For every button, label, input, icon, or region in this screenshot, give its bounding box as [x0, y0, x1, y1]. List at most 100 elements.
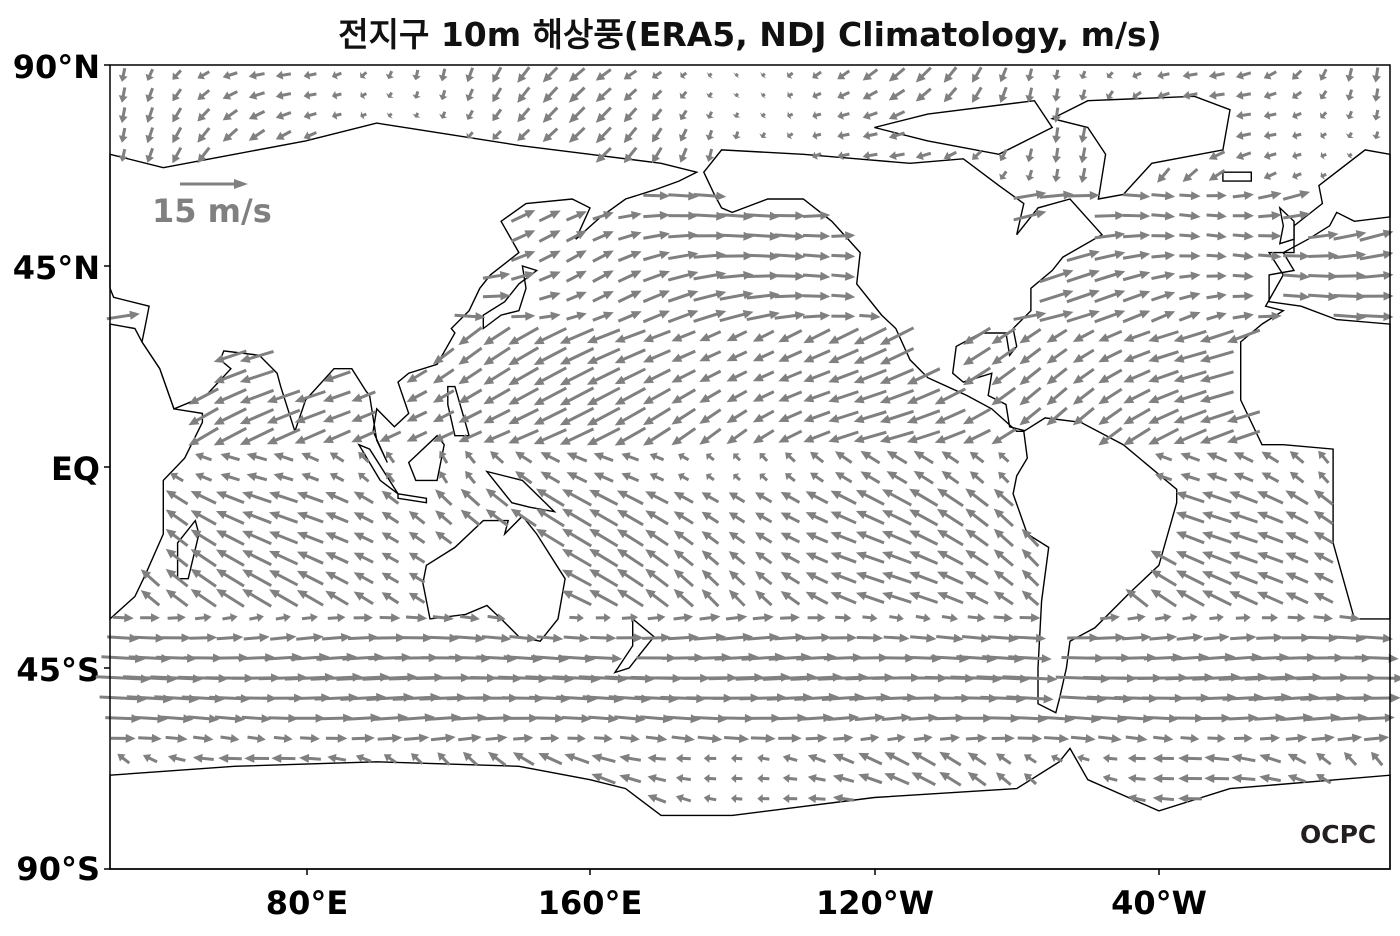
- reference-vector: 15 m/s: [152, 179, 272, 230]
- wind-vector: [1039, 269, 1074, 284]
- wind-vector: [408, 511, 426, 525]
- wind-vector: [140, 613, 160, 623]
- wind-vector: [1127, 753, 1146, 763]
- wind-vector: [589, 489, 619, 506]
- wind-vector: [731, 774, 743, 783]
- wind-vector: [706, 453, 715, 462]
- wind-vector: [1171, 652, 1209, 662]
- wind-vector: [1123, 349, 1151, 363]
- wind-vector: [1098, 368, 1123, 384]
- wind-vector: [273, 452, 294, 462]
- wind-vector: [316, 652, 357, 662]
- wind-vector: [591, 773, 616, 785]
- wind-vector: [673, 530, 694, 546]
- wind-vector: [719, 251, 754, 261]
- wind-vector: [483, 387, 511, 405]
- wind-vector: [608, 694, 652, 704]
- wind-vector: [1150, 311, 1176, 323]
- wind-vector: [616, 490, 644, 506]
- wind-vector: [435, 510, 453, 526]
- wind-vector: [492, 66, 503, 83]
- wind-vector: [498, 674, 549, 684]
- wind-vector: [213, 349, 247, 363]
- wind-vector: [379, 613, 401, 623]
- wind-vector: [1152, 794, 1175, 803]
- wind-vector: [733, 72, 740, 79]
- wind-vector: [296, 590, 324, 607]
- wind-vector: [1165, 673, 1215, 682]
- wind-vector: [853, 347, 887, 364]
- wind-vector: [1229, 531, 1258, 544]
- wind-vector: [538, 230, 561, 243]
- wind-vector: [353, 512, 374, 524]
- wind-vector: [595, 106, 612, 123]
- wind-vector: [1229, 551, 1258, 564]
- wind-vector: [595, 147, 612, 163]
- coastline-japan: [482, 264, 539, 330]
- wind-vector: [538, 271, 561, 282]
- wind-vector: [741, 652, 786, 662]
- wind-vector: [956, 654, 997, 664]
- wind-vector: [592, 311, 614, 322]
- wind-vector: [828, 369, 859, 383]
- wind-vector: [693, 211, 727, 221]
- wind-vector: [105, 714, 142, 723]
- wind-vector: [828, 390, 859, 403]
- wind-vector: [693, 309, 727, 323]
- wind-vector: [1178, 753, 1202, 763]
- wind-vector: [1305, 713, 1341, 723]
- wind-vector: [239, 408, 275, 425]
- wind-vector: [1232, 251, 1254, 261]
- wind-vector: [746, 271, 780, 281]
- coastline-greenland: [1050, 95, 1231, 200]
- wind-vector: [439, 450, 449, 464]
- wind-vector: [381, 490, 400, 505]
- wind-vector: [1150, 569, 1177, 587]
- coastlines: [109, 95, 1391, 870]
- wind-vector: [1120, 714, 1154, 724]
- wind-vector: [1372, 109, 1381, 121]
- wind-vector: [642, 310, 670, 324]
- wind-vector: [172, 147, 183, 164]
- wind-vector: [533, 346, 567, 365]
- wind-vector: [1226, 410, 1261, 424]
- wind-vector: [1125, 734, 1148, 743]
- wind-vector: [1180, 472, 1201, 482]
- wind-vector: [1292, 111, 1302, 120]
- wind-vector: [645, 734, 668, 743]
- wind-vector: [649, 472, 665, 482]
- wind-vector: [266, 389, 301, 404]
- wind-vector: [327, 753, 347, 763]
- wind-vector: [833, 733, 854, 743]
- wind-vector: [1285, 490, 1309, 506]
- wind-vector: [386, 91, 394, 98]
- wind-vector: [837, 69, 851, 80]
- wind-vector: [1352, 693, 1400, 703]
- wind-vector: [1182, 70, 1198, 80]
- wind-vector: [614, 406, 647, 426]
- wind-vector: [458, 367, 483, 385]
- wind-vector: [678, 147, 688, 163]
- wind-vector: [216, 633, 244, 643]
- wind-vector: [643, 426, 672, 446]
- wind-vector: [458, 409, 483, 423]
- wind-vector: [617, 290, 642, 304]
- wind-vector: [832, 773, 855, 783]
- wind-vector: [1320, 151, 1327, 160]
- wind-vector: [679, 109, 688, 121]
- wind-vector: [1202, 551, 1232, 565]
- wind-vector: [790, 672, 843, 682]
- wind-vector: [1372, 131, 1381, 140]
- wind-vector: [688, 653, 732, 662]
- wind-vector: [510, 508, 537, 528]
- wind-vector: [1002, 674, 1058, 684]
- wind-vector: [508, 387, 540, 405]
- wind-vector: [714, 652, 759, 662]
- wind-vector: [1100, 613, 1120, 623]
- wind-vector: [745, 713, 782, 723]
- wind-vector: [586, 427, 621, 446]
- wind-vector: [479, 713, 514, 723]
- wind-vector: [755, 492, 773, 504]
- wind-vector: [747, 632, 780, 642]
- coastline-java: [397, 492, 428, 504]
